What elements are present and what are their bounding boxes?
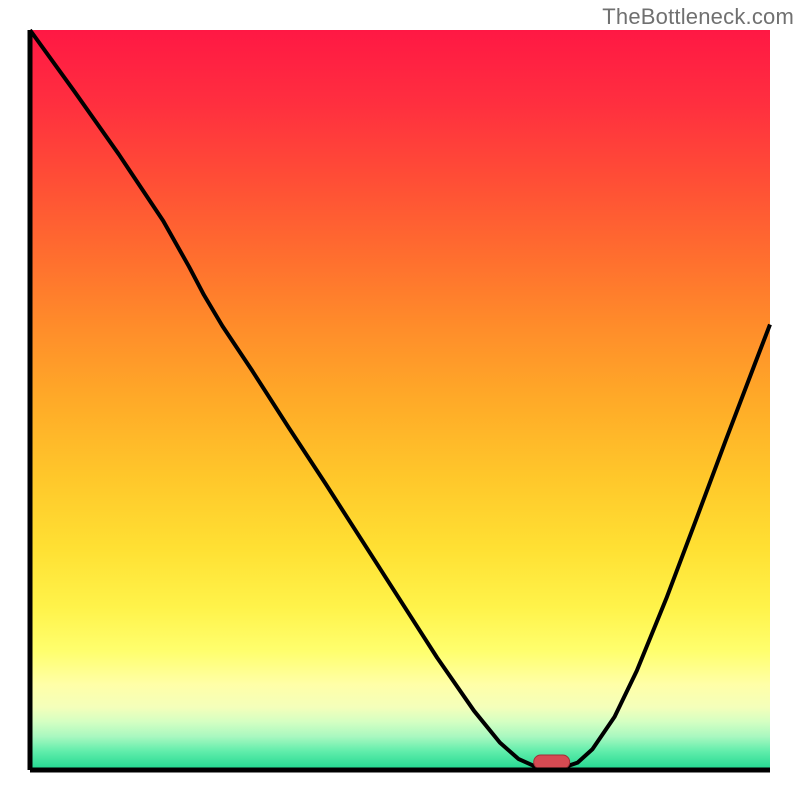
plot-background (30, 30, 770, 770)
optimal-marker (534, 755, 570, 769)
bottleneck-chart (0, 0, 800, 800)
watermark-text: TheBottleneck.com (602, 4, 794, 30)
